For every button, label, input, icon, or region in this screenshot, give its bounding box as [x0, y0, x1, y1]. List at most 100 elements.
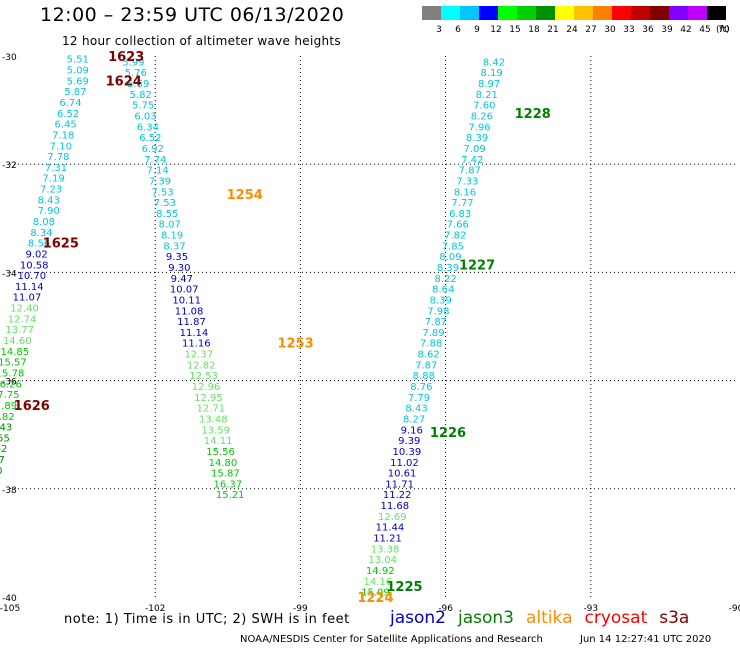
wave-height-value: 8.43 — [38, 195, 60, 206]
wave-height-value: 7.88 — [420, 339, 442, 350]
wave-height-value: 6.74 — [59, 98, 81, 109]
wave-height-value: 6.45 — [55, 120, 77, 131]
wave-height-value: 11.14 — [15, 282, 44, 293]
colorbar-swatch — [479, 6, 498, 20]
wave-height-value: 9.35 — [166, 252, 188, 263]
colorbar-label: 39 — [661, 25, 673, 35]
wave-height-value: 6.52 — [57, 109, 79, 120]
x-tick-label: -105 — [0, 604, 20, 614]
wave-height-value: 15.56 — [206, 447, 235, 458]
wave-height-value: 7.10 — [50, 141, 72, 152]
wave-height-value: 8.27 — [403, 414, 425, 425]
legend-item-s3a: s3a — [659, 608, 690, 628]
wave-height-value: 16.37 — [213, 479, 242, 490]
wave-height-value: 10.07 — [170, 285, 199, 296]
wave-height-value: 6.03 — [134, 112, 156, 123]
colorbar-swatch — [707, 6, 726, 20]
wave-height-value: 7.33 — [456, 176, 478, 187]
wave-height-value: 8.88 — [413, 371, 435, 382]
wave-height-value: 7.23 — [40, 185, 62, 196]
wave-height-value: 19.07 — [0, 455, 5, 466]
wave-height-value: 6.34 — [137, 122, 159, 133]
wave-height-value: 8.07 — [159, 220, 181, 231]
colorbar-label: 30 — [604, 25, 616, 35]
wave-height-value: 17.75 — [0, 390, 19, 401]
pass-time-label: 1623 — [108, 50, 144, 65]
wave-height-value: 9.02 — [25, 249, 47, 260]
wave-height-value: 10.58 — [20, 260, 49, 271]
wave-height-value: 7.77 — [451, 198, 473, 209]
wave-height-value: 7.14 — [146, 166, 168, 177]
wave-height-value: 7.87 — [425, 317, 447, 328]
colorbar-label: (ft) — [716, 25, 730, 35]
legend-item-jason3: jason3 — [458, 608, 514, 628]
footnote: note: 1) Time is in UTC; 2) SWH is in fe… — [64, 612, 350, 627]
satellite-legend: jason2 jason3 altika cryosat s3a — [390, 608, 701, 628]
wave-height-value: 15.21 — [216, 490, 245, 501]
wave-height-value: 13.38 — [371, 544, 400, 555]
colorbar-label: 9 — [474, 25, 480, 35]
wave-height-value: 14.60 — [3, 336, 32, 347]
wave-height-value: 11.87 — [177, 317, 206, 328]
footer-credit: NOAA/NESDIS Center for Satellite Applica… — [240, 634, 543, 645]
wave-height-value: 10.11 — [172, 295, 201, 306]
wave-height-value: 12.82 — [187, 360, 216, 371]
wave-height-value: 9.16 — [401, 425, 423, 436]
wave-height-value: 14.92 — [366, 566, 395, 577]
wave-height-value: 5.59 — [127, 79, 149, 90]
wave-height-value: 8.39 — [466, 133, 488, 144]
wave-height-value: 8.39 — [430, 295, 452, 306]
wave-height-value: 8.34 — [30, 228, 52, 239]
wave-height-value: 7.87 — [459, 166, 481, 177]
x-tick-label: -102 — [145, 604, 165, 614]
wave-height-value: 17.89 — [0, 401, 17, 412]
y-tick-label: -34 — [2, 269, 17, 279]
wave-height-value: 11.68 — [380, 501, 409, 512]
wave-height-value: 7.60 — [473, 101, 495, 112]
legend-item-altika: altika — [526, 608, 573, 628]
wave-height-value: 7.39 — [149, 176, 171, 187]
wave-height-value: 5.09 — [67, 66, 89, 77]
wave-height-value: 8.55 — [156, 209, 178, 220]
wave-height-value: 15.87 — [211, 469, 240, 480]
pass-time-label: 1225 — [386, 580, 422, 595]
x-tick-label: -99 — [293, 604, 308, 614]
wave-height-value: 8.19 — [480, 68, 502, 79]
wave-height-value: 11.22 — [383, 490, 412, 501]
x-tick-label: -93 — [583, 604, 598, 614]
wave-height-value: 7.66 — [447, 220, 469, 231]
colorbar-label: 36 — [642, 25, 654, 35]
y-tick-label: -38 — [2, 486, 17, 496]
wave-height-value: 12.96 — [192, 382, 221, 393]
pass-time-label: 1254 — [227, 188, 263, 203]
wave-height-value: 5.75 — [132, 101, 154, 112]
wave-height-value: 12.53 — [189, 371, 218, 382]
wave-height-value: 14.80 — [209, 458, 238, 469]
wave-height-value: 7.09 — [464, 144, 486, 155]
wave-height-value: 13.59 — [201, 425, 230, 436]
colorbar-swatch — [593, 6, 612, 20]
x-tick-label: -90 — [729, 604, 740, 614]
pass-time-label: 1228 — [515, 107, 551, 122]
colorbar-swatch — [669, 6, 688, 20]
wave-height-value: 11.44 — [376, 523, 405, 534]
wave-height-value: 8.09 — [439, 252, 461, 263]
wave-height-value: 12.71 — [197, 404, 226, 415]
wave-height-value: 8.22 — [434, 274, 456, 285]
wave-height-value: 11.71 — [385, 479, 414, 490]
wave-height-value: 7.78 — [47, 152, 69, 163]
y-tick-label: -30 — [2, 53, 17, 63]
wave-height-value: 16.26 — [0, 379, 22, 390]
colorbar-swatch — [612, 6, 631, 20]
wave-height-value: 19.62 — [0, 444, 7, 455]
colorbar-label: 21 — [547, 25, 558, 35]
wave-height-value: 12.40 — [10, 304, 39, 315]
colorbar-label: 33 — [623, 25, 634, 35]
wave-height-value: 8.26 — [471, 112, 493, 123]
y-tick-label: -32 — [2, 161, 17, 171]
colorbar-swatch — [517, 6, 536, 20]
wave-height-value: 6.83 — [449, 209, 471, 220]
colorbar-swatch — [460, 6, 479, 20]
wave-height-value: 11.16 — [182, 339, 211, 350]
